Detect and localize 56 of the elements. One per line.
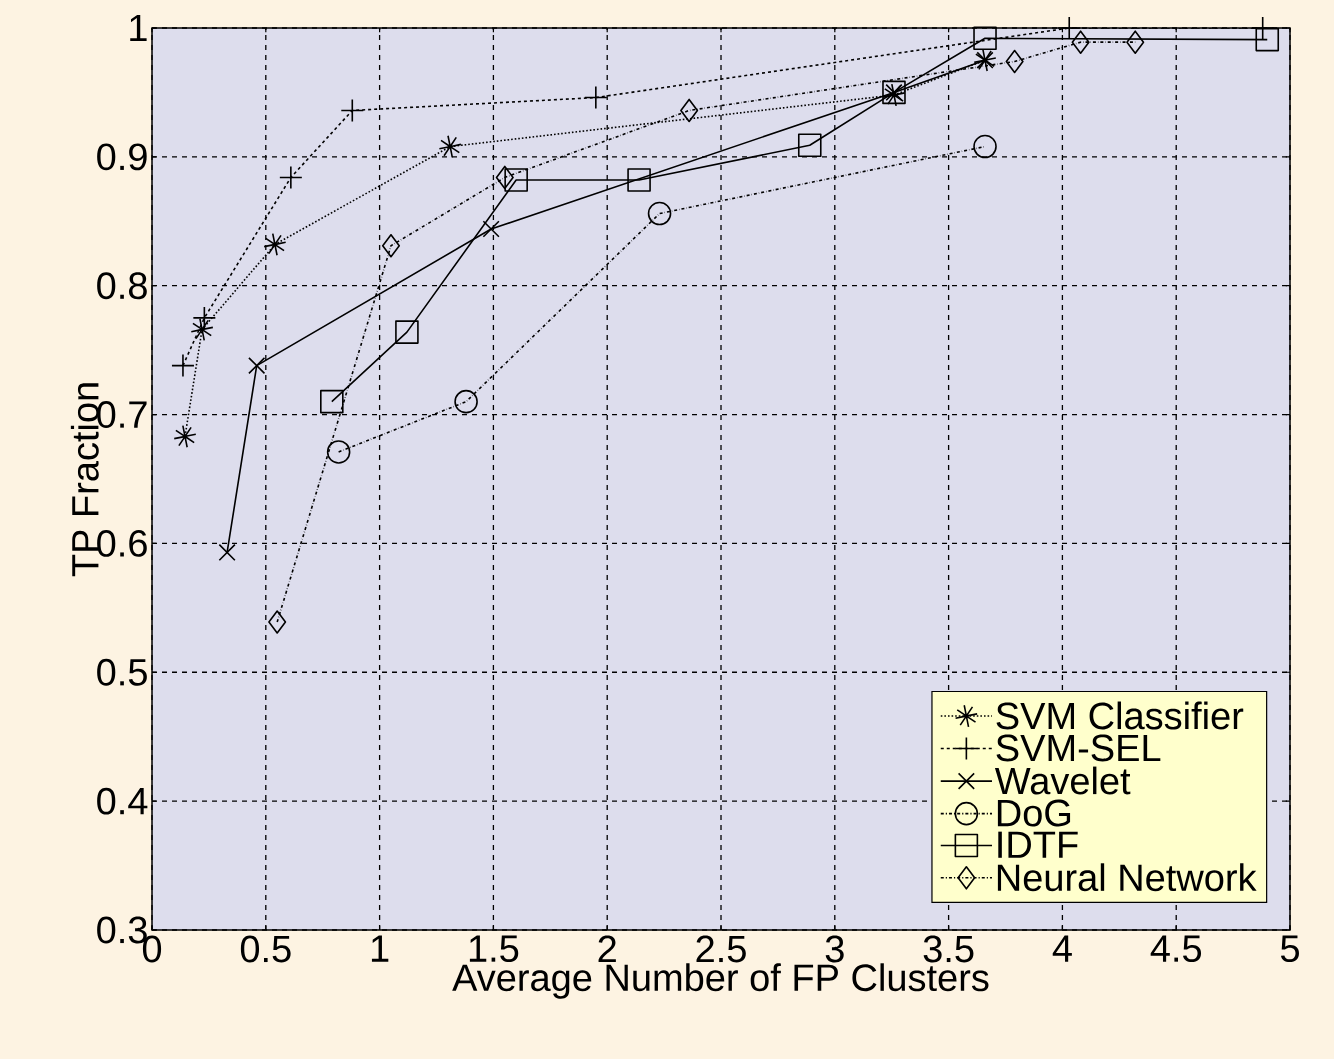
y-tick-label: 0.9: [97, 143, 147, 171]
legend-label: Wavelet: [994, 766, 1131, 795]
point: [263, 233, 286, 256]
point: [268, 610, 287, 634]
x-tick-label: 0.5: [240, 935, 291, 963]
y-axis-title: TP Fraction: [70, 383, 99, 577]
point: [647, 201, 672, 226]
point: [973, 134, 997, 159]
legend-label: SVM-SEL: [996, 734, 1161, 762]
point: [193, 306, 216, 329]
y-tick-label: 0.5: [97, 658, 147, 686]
point: [504, 168, 528, 192]
point: [381, 233, 401, 258]
point: [439, 135, 462, 158]
y-tick-label: 0.8: [97, 272, 147, 300]
x-tick-label: 5: [1280, 935, 1299, 963]
point: [218, 543, 236, 562]
point: [973, 26, 997, 51]
point: [341, 99, 364, 122]
legend-label: IDTF: [998, 831, 1078, 858]
x-axis-title: Average Number of FP Clusters: [452, 963, 989, 999]
legend-label: SVM Classifier: [996, 701, 1244, 730]
x-tick-label: 2: [598, 935, 616, 963]
point: [171, 354, 194, 377]
point: [797, 133, 822, 158]
point: [279, 166, 302, 189]
x-tick-label: 3.5: [923, 935, 974, 963]
point: [1058, 16, 1081, 39]
x-tick-label: 2.5: [696, 935, 746, 963]
point: [584, 86, 607, 109]
point: [1126, 30, 1145, 54]
point: [248, 357, 266, 375]
y-tick-label: 0.7: [97, 401, 147, 429]
point: [482, 220, 500, 238]
point: [1071, 30, 1090, 54]
point: [191, 318, 214, 341]
point: [320, 389, 344, 414]
y-tick-label: 0.4: [97, 787, 148, 815]
x-tick-label: 3: [825, 935, 844, 963]
y-tick-label: 1: [130, 14, 147, 42]
point: [1255, 27, 1280, 52]
point: [454, 389, 478, 414]
point: [395, 320, 419, 344]
point: [680, 98, 699, 123]
x-tick-label: 1.5: [469, 935, 519, 963]
x-tick-label: 1: [371, 935, 389, 962]
y-tick-label: 0.6: [97, 529, 147, 557]
point: [174, 425, 196, 448]
legend-label: DoG: [997, 799, 1071, 827]
x-tick-label: 4.5: [1150, 935, 1202, 963]
point: [627, 168, 651, 192]
point: [495, 165, 514, 190]
x-tick-label: 4: [1052, 935, 1072, 962]
legend-label: Neural Network: [997, 863, 1257, 892]
point: [1005, 49, 1024, 74]
point: [326, 440, 351, 464]
